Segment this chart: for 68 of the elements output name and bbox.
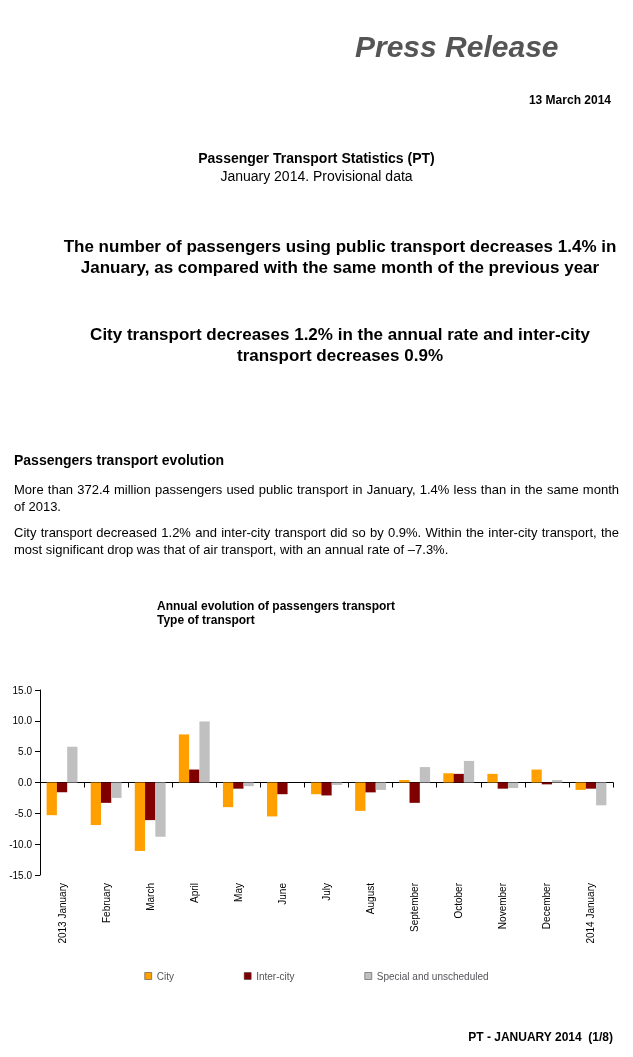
bar <box>233 782 244 789</box>
bar <box>267 782 278 817</box>
y-tick-label: 5.0 <box>18 746 33 758</box>
legend-label: Inter-city <box>256 970 295 982</box>
text: The number of passengers using public transport decreases 1.4% in January, as compared with the same month of the previous year <box>62 236 618 278</box>
bar <box>100 782 112 803</box>
x-tick-label: April <box>188 883 200 904</box>
bar <box>552 780 563 783</box>
bar <box>355 782 366 811</box>
bar <box>585 782 597 789</box>
x-tick-label: September <box>409 882 421 932</box>
x-tick-label: November <box>497 882 509 930</box>
bar <box>399 780 410 783</box>
x-tick-label: August <box>365 882 377 915</box>
bar <box>453 773 464 783</box>
bar <box>145 782 156 821</box>
bar <box>596 782 607 806</box>
bar <box>443 773 454 783</box>
y-tick-label: 10.0 <box>12 715 33 727</box>
bar <box>409 782 420 803</box>
y-tick-label: 15.0 <box>12 684 33 696</box>
text: Press Release <box>355 30 559 64</box>
x-tick-label: December <box>541 882 553 930</box>
y-tick-label: -5.0 <box>14 807 33 819</box>
text: Passengers transport evolution <box>14 452 225 468</box>
bar <box>497 782 508 789</box>
bar <box>189 769 200 783</box>
chart-title: Annual evolution of passengers transport <box>157 599 396 613</box>
bar <box>487 773 498 783</box>
legend-label: City <box>156 970 174 982</box>
bar <box>311 782 322 795</box>
y-tick-label: -10.0 <box>9 838 33 850</box>
text: January 2014. Provisional data <box>219 168 414 184</box>
text: Passenger Transport Statistics (PT) <box>197 150 436 166</box>
chart-subtitle: Type of transport <box>157 613 255 627</box>
bar <box>321 782 332 796</box>
bar <box>178 734 190 783</box>
y-tick-label: -15.0 <box>9 869 33 881</box>
bar <box>375 782 386 790</box>
text: City transport decreased 1.2% and inter-city transport did so by 0.9%. Within the inter-city transport, the most significant drop was that of air transport, with an annual rate of –7.3%. <box>14 524 619 558</box>
text: 13 March 2014 <box>528 93 611 107</box>
bar <box>365 782 376 793</box>
bar <box>155 782 166 837</box>
x-tick-label: 2013 January <box>56 883 68 944</box>
bar <box>111 782 122 798</box>
x-tick-label: June <box>276 882 288 905</box>
x-tick-label: 2014 January <box>585 883 597 944</box>
bar <box>463 760 475 783</box>
legend-label: Special and unscheduled <box>376 970 489 982</box>
bar <box>199 721 210 783</box>
x-tick-label: May <box>232 883 244 902</box>
x-tick-label: July <box>321 883 332 901</box>
y-tick-label: 0.0 <box>18 777 33 788</box>
bar <box>277 782 288 795</box>
text: More than 372.4 million passengers used public transport in January, 1.4% less than in the same month of 2013. <box>14 481 619 515</box>
bar <box>67 746 78 783</box>
bar <box>531 769 542 783</box>
bar <box>90 782 101 826</box>
x-tick-label: October <box>453 882 465 919</box>
bar <box>134 782 146 851</box>
x-tick-label: February <box>100 883 112 924</box>
bar <box>575 782 586 790</box>
bar <box>222 782 234 808</box>
text: PT - JANUARY 2014 (1/8) <box>468 1030 613 1044</box>
x-tick-label: March <box>144 883 156 911</box>
bar <box>46 782 57 816</box>
text: City transport decreases 1.2% in the annual rate and inter-city transport decreases 0.9% <box>89 324 591 366</box>
bar <box>419 767 431 783</box>
